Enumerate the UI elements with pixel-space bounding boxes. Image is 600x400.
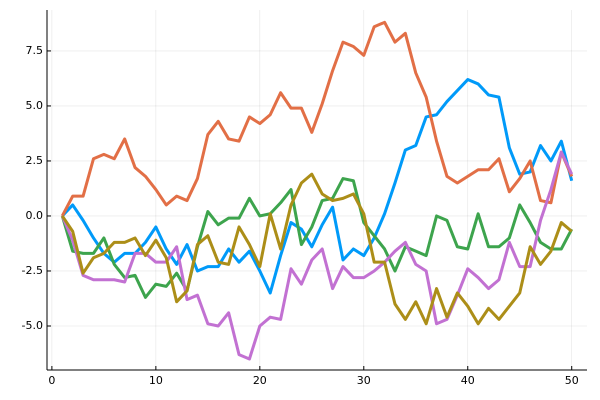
y-tick-label: 5.0	[26, 99, 44, 112]
x-tick-label: 20	[253, 374, 267, 387]
y-tick-label: -2.5	[22, 264, 43, 277]
series-line	[61, 172, 573, 326]
x-tick-label: 40	[461, 374, 475, 387]
x-tick-label: 30	[357, 374, 371, 387]
x-tick-label: 0	[48, 374, 55, 387]
x-tick-label: 10	[149, 374, 163, 387]
series-line	[61, 78, 574, 295]
series-line	[60, 177, 574, 299]
y-tick-label: 2.5	[26, 154, 44, 167]
x-tick-label: 50	[565, 374, 579, 387]
y-tick-label: 0.0	[26, 209, 44, 222]
y-tick-label: -5.0	[22, 319, 43, 332]
series-line	[60, 20, 574, 217]
y-tick-label: 7.5	[26, 44, 44, 57]
